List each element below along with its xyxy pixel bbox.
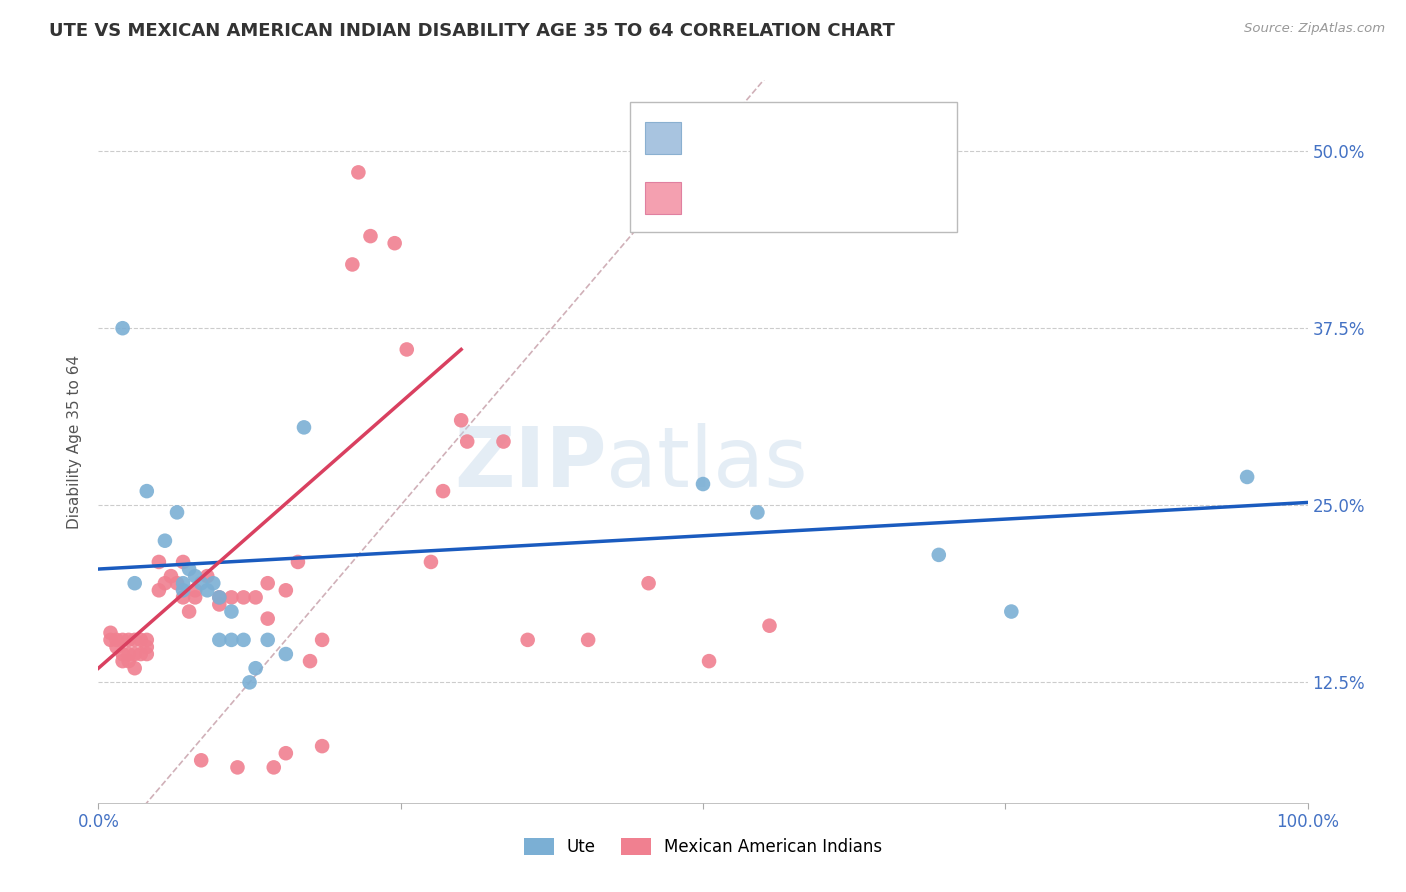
Point — [195, 583, 218, 598]
Point — [111, 647, 134, 661]
Point — [153, 533, 176, 548]
Point — [111, 632, 134, 647]
Point — [105, 632, 128, 647]
Point — [135, 647, 157, 661]
Point — [118, 654, 141, 668]
Point — [202, 576, 225, 591]
Point — [311, 739, 333, 753]
Point — [239, 675, 262, 690]
Point — [432, 484, 454, 499]
Point — [274, 583, 297, 598]
Point — [111, 321, 134, 335]
Point — [232, 632, 254, 647]
Point — [208, 632, 231, 647]
Point — [118, 647, 141, 661]
Point — [347, 165, 370, 179]
Point — [100, 625, 122, 640]
Point — [124, 576, 146, 591]
Point — [292, 420, 315, 434]
Point — [342, 257, 364, 271]
Text: R =  0.136   N = 27: R = 0.136 N = 27 — [696, 131, 853, 146]
Point — [124, 661, 146, 675]
Point — [135, 632, 157, 647]
Point — [256, 612, 278, 626]
Point — [172, 583, 194, 598]
Point — [747, 505, 769, 519]
Point — [692, 477, 714, 491]
Point — [758, 618, 780, 632]
Point — [221, 632, 243, 647]
Text: atlas: atlas — [606, 423, 808, 504]
Point — [118, 632, 141, 647]
FancyBboxPatch shape — [645, 182, 682, 214]
Text: R =  0.409   N = 58: R = 0.409 N = 58 — [696, 191, 853, 206]
Point — [1000, 605, 1022, 619]
Point — [384, 236, 406, 251]
Point — [928, 548, 950, 562]
Point — [576, 632, 599, 647]
Point — [195, 569, 218, 583]
Point — [256, 632, 278, 647]
Text: Source: ZipAtlas.com: Source: ZipAtlas.com — [1244, 22, 1385, 36]
Point — [299, 654, 322, 668]
Point — [172, 576, 194, 591]
Point — [360, 229, 382, 244]
Y-axis label: Disability Age 35 to 64: Disability Age 35 to 64 — [67, 354, 83, 529]
Point — [148, 555, 170, 569]
Point — [100, 632, 122, 647]
Point — [153, 576, 176, 591]
Point — [172, 555, 194, 569]
Point — [420, 555, 443, 569]
FancyBboxPatch shape — [645, 122, 682, 154]
Point — [111, 654, 134, 668]
Point — [456, 434, 478, 449]
Point — [190, 753, 212, 767]
Point — [179, 562, 201, 576]
FancyBboxPatch shape — [630, 102, 957, 232]
Point — [232, 591, 254, 605]
Point — [1236, 470, 1258, 484]
Point — [492, 434, 515, 449]
Point — [221, 605, 243, 619]
Point — [184, 591, 207, 605]
Point — [221, 591, 243, 605]
Point — [274, 647, 297, 661]
Point — [129, 632, 152, 647]
Point — [179, 605, 201, 619]
Point — [516, 632, 538, 647]
Text: ZIP: ZIP — [454, 423, 606, 504]
Point — [226, 760, 249, 774]
Point — [263, 760, 285, 774]
Point — [450, 413, 472, 427]
Point — [208, 591, 231, 605]
Text: UTE VS MEXICAN AMERICAN INDIAN DISABILITY AGE 35 TO 64 CORRELATION CHART: UTE VS MEXICAN AMERICAN INDIAN DISABILIT… — [49, 22, 896, 40]
Point — [287, 555, 309, 569]
Point — [124, 632, 146, 647]
Point — [395, 343, 418, 357]
Point — [160, 569, 183, 583]
Point — [172, 591, 194, 605]
Point — [274, 746, 297, 760]
Point — [245, 591, 267, 605]
Point — [256, 576, 278, 591]
Point — [105, 640, 128, 654]
Point — [208, 598, 231, 612]
Point — [311, 632, 333, 647]
Point — [184, 569, 207, 583]
Point — [135, 484, 157, 499]
Legend: Ute, Mexican American Indians: Ute, Mexican American Indians — [517, 831, 889, 863]
Point — [135, 640, 157, 654]
Point — [124, 647, 146, 661]
Point — [637, 576, 659, 591]
Point — [245, 661, 267, 675]
Point — [697, 654, 720, 668]
Point — [190, 576, 212, 591]
Point — [148, 583, 170, 598]
Point — [166, 505, 188, 519]
Point — [166, 576, 188, 591]
Point — [129, 647, 152, 661]
Point — [208, 591, 231, 605]
Point — [184, 583, 207, 598]
